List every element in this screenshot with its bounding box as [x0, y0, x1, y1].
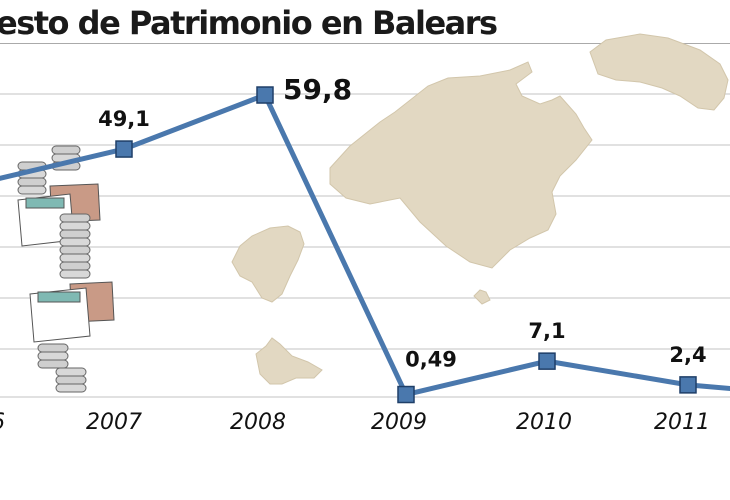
x-tick-label-2006: 6: [0, 410, 5, 435]
data-label-2011: 2,4: [669, 343, 706, 367]
data-series: [0, 86, 730, 404]
coin: [59, 221, 91, 231]
data-point-2010: [538, 352, 556, 370]
formentera-island: [255, 337, 323, 385]
coin: [37, 359, 69, 369]
money-stacks-and-coins-illustration: [17, 145, 115, 393]
data-label-2007: 49,1: [98, 107, 150, 131]
coin: [55, 375, 87, 385]
x-tick-label-2011: 2011: [654, 410, 710, 435]
banknote-top: [37, 291, 81, 303]
x-tick-label-2007: 2007: [86, 410, 142, 435]
coin: [37, 351, 69, 361]
x-tick-label-2008: 2008: [230, 410, 286, 435]
data-label-2010: 7,1: [528, 319, 565, 343]
coin: [59, 269, 91, 279]
data-labels: 49,1 59,8 0,49 7,1 2,4: [98, 73, 707, 372]
title-divider: [0, 43, 730, 44]
chart-title: esto de Patrimonio en Balears: [0, 4, 498, 42]
data-point-2011: [679, 376, 697, 394]
x-tick-label-2010: 2010: [516, 410, 572, 435]
data-label-2009: 0,49: [405, 348, 457, 372]
cabrera-island: [473, 289, 491, 305]
x-axis-tick-labels: 6 2007 2008 2009 2010 2011: [0, 410, 710, 435]
mallorca-island: [329, 61, 593, 269]
data-point-2008: [256, 86, 274, 104]
data-point-2009: [397, 385, 415, 404]
coin: [51, 145, 81, 155]
ibiza-island: [231, 225, 305, 303]
x-tick-label-2009: 2009: [371, 410, 427, 435]
balearic-islands-map: [231, 33, 729, 385]
coin: [59, 253, 91, 263]
menorca-island: [589, 33, 729, 111]
data-label-2008: 59,8: [283, 73, 352, 106]
coin: [17, 185, 47, 195]
coin: [37, 343, 69, 353]
coin: [55, 367, 87, 377]
data-point-2007: [115, 140, 133, 158]
coin: [55, 383, 87, 393]
coin: [59, 261, 91, 271]
coin: [59, 237, 91, 247]
coin: [59, 229, 91, 239]
banknote-top: [25, 197, 65, 209]
coin: [59, 213, 91, 223]
coin: [17, 177, 47, 187]
coin: [59, 245, 91, 255]
